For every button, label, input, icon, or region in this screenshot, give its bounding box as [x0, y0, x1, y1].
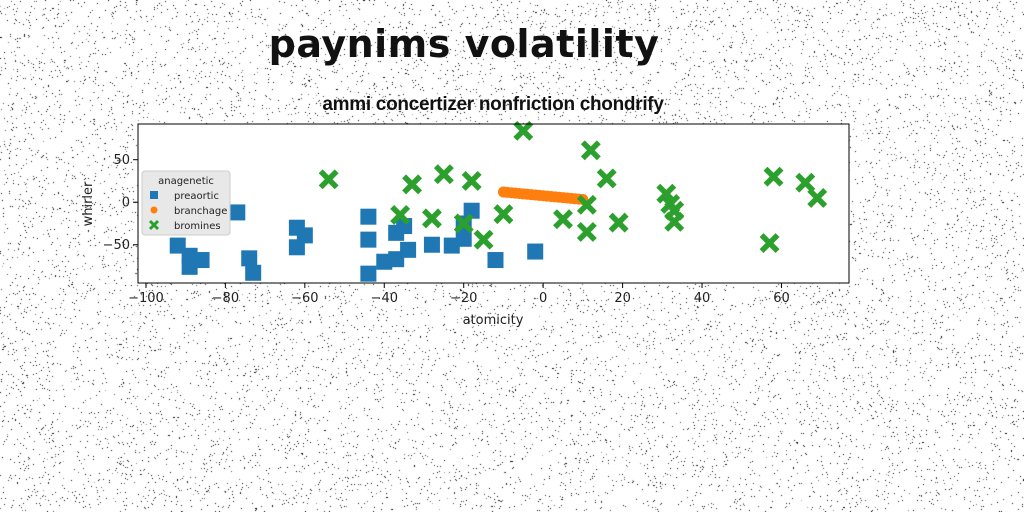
point-preaortic: [193, 252, 210, 269]
point-preaortic: [360, 231, 377, 248]
point-bromines: [453, 213, 474, 234]
point-bromines: [576, 222, 597, 242]
point-bromines: [795, 172, 816, 193]
y-tick-label: −50: [103, 238, 130, 253]
plot-frame: [137, 123, 850, 284]
point-bromines: [493, 204, 514, 225]
point-preaortic: [360, 208, 377, 225]
legend-marker-branchage: [150, 206, 158, 214]
point-bromines: [580, 140, 601, 161]
point-preaortic: [463, 202, 480, 219]
legend-marker-preaortic: [150, 191, 158, 199]
figure-suptitle: paynims volatility: [268, 22, 660, 66]
legend-label-branchage: branchage: [174, 206, 227, 217]
legend-title: anagenetic: [158, 176, 214, 187]
legend: anagenetic preaortic branchage bromines: [141, 170, 231, 236]
point-preaortic: [245, 264, 262, 281]
legend-label-bromines: bromines: [174, 221, 221, 232]
point-bromines: [421, 208, 442, 229]
x-tick-label: −80: [212, 291, 239, 306]
point-preaortic: [527, 243, 544, 260]
point-bromines: [513, 120, 534, 141]
x-axis-label: atomicity: [463, 313, 524, 328]
point-bromines: [759, 233, 780, 253]
chart-title: ammi concertizer nonfriction chondrify: [322, 94, 664, 115]
point-preaortic: [360, 265, 377, 282]
x-tick-label: −40: [371, 291, 398, 306]
point-preaortic: [241, 250, 258, 267]
x-tick-label: 20: [614, 291, 631, 306]
legend-label-preaortic: preaortic: [174, 191, 219, 202]
y-tick-label: 50: [113, 153, 130, 168]
point-bromines: [473, 229, 494, 250]
x-tick-label: 40: [694, 291, 711, 306]
point-preaortic: [423, 236, 440, 253]
point-preaortic: [229, 204, 246, 221]
y-tick-label: 0: [122, 196, 130, 211]
point-bromines: [461, 171, 482, 191]
point-bromines: [402, 174, 423, 195]
series-bromines: [318, 120, 828, 253]
x-tick-label: −60: [291, 291, 318, 306]
point-bromines: [553, 209, 573, 230]
point-bromines: [433, 164, 454, 185]
x-tick-label: −20: [450, 291, 477, 306]
point-bromines: [596, 168, 617, 189]
point-bromines: [608, 212, 629, 233]
point-bromines: [664, 211, 685, 232]
x-tick-label: 0: [539, 291, 547, 306]
point-bromines: [390, 205, 411, 225]
legend-box: [141, 170, 231, 236]
x-axis-ticks: −100 −80 −60 −40 −20 0 20 40 60: [128, 283, 790, 306]
point-bromines: [318, 169, 339, 190]
point-bromines: [576, 194, 597, 215]
point-preaortic: [296, 227, 313, 244]
point-bromines: [807, 188, 828, 208]
point-preaortic: [487, 252, 504, 269]
x-tick-label: −100: [128, 291, 164, 306]
y-axis-label: whirler: [81, 181, 96, 226]
point-bromines: [763, 166, 784, 187]
point-preaortic: [455, 230, 472, 247]
y-axis-ticks: 50 0 −50: [103, 153, 138, 253]
x-tick-label: 60: [773, 291, 790, 306]
legend-marker-bromines: [148, 219, 160, 231]
point-preaortic: [400, 241, 417, 258]
